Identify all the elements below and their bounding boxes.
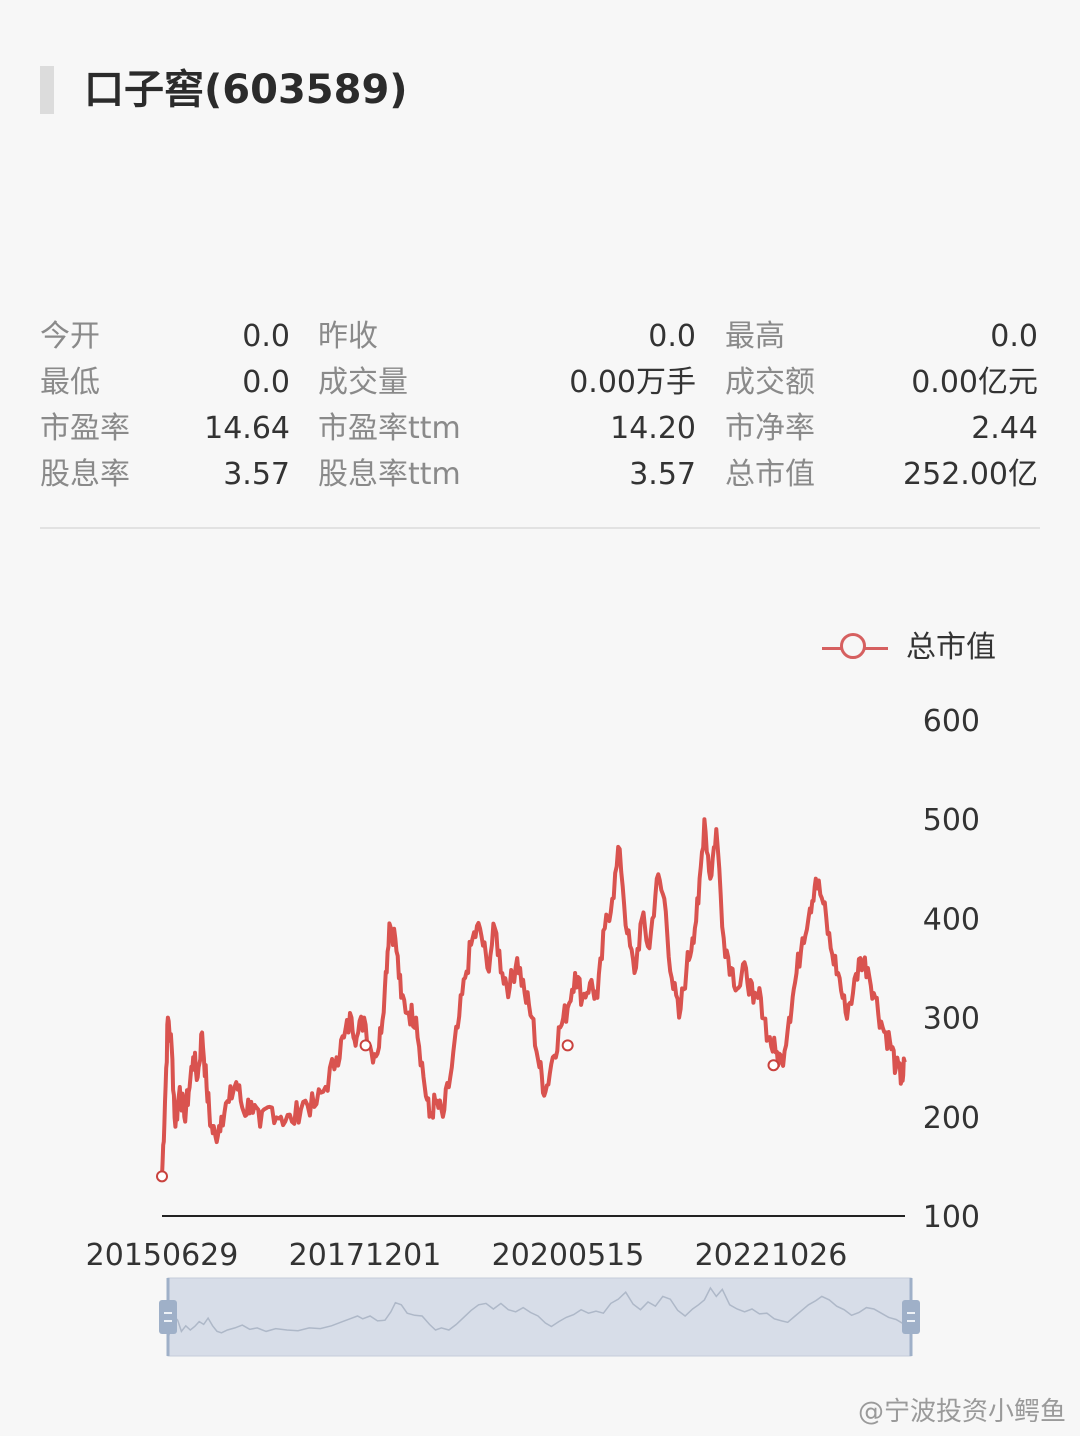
quote-label: 市盈率ttm <box>318 411 461 446</box>
quote-value: 252.00亿 <box>903 457 1038 492</box>
quote-label: 股息率 <box>40 457 130 492</box>
series-line-market-cap <box>160 817 907 1177</box>
quote-value: 0.0 <box>990 319 1038 354</box>
y-tick-label: 200 <box>923 1101 980 1136</box>
page-title: 口子窖(603589) <box>84 67 408 113</box>
watermark: @宁波投资小鳄鱼 <box>857 1397 1066 1427</box>
zoom-left-handle[interactable] <box>159 1300 177 1334</box>
x-tick-label: 20221026 <box>695 1238 848 1273</box>
quote-label: 最低 <box>40 365 100 400</box>
data-point-marker <box>156 1170 168 1183</box>
quote-label: 成交量 <box>318 365 408 400</box>
y-tick-label: 400 <box>923 902 980 937</box>
zoom-slider-preview-line <box>167 1286 912 1339</box>
x-tick-label: 20200515 <box>492 1238 645 1273</box>
quote-value: 0.0 <box>648 319 696 354</box>
quote-label: 总市值 <box>725 457 815 492</box>
quote-value: 0.00万手 <box>569 365 696 400</box>
quote-value: 3.57 <box>223 457 290 492</box>
legend-marker-icon <box>840 633 866 659</box>
zoom-right-handle[interactable] <box>902 1300 920 1334</box>
divider <box>40 527 1040 529</box>
quote-label: 成交额 <box>725 365 815 400</box>
quote-value: 0.0 <box>242 365 290 400</box>
quote-label: 市净率 <box>725 411 815 446</box>
quote-label: 市盈率 <box>40 411 130 446</box>
quote-row: 最低 0.0 成交量 0.00万手 成交额 0.00亿元 <box>40 360 1040 406</box>
data-point-marker <box>561 1039 574 1052</box>
y-tick-label: 500 <box>923 803 980 838</box>
quote-row: 市盈率 14.64 市盈率ttm 14.20 市净率 2.44 <box>40 406 1040 452</box>
quote-value: 0.0 <box>242 319 290 354</box>
y-tick-label: 100 <box>923 1200 980 1235</box>
header: 口子窖(603589) <box>40 64 640 114</box>
y-tick-label: 300 <box>923 1002 980 1037</box>
quote-row: 股息率 3.57 股息率ttm 3.57 总市值 252.00亿 <box>40 452 1040 498</box>
quote-value: 0.00亿元 <box>911 365 1038 400</box>
x-tick-label: 20150629 <box>86 1238 239 1273</box>
title-accent-bar <box>40 66 54 114</box>
data-point-marker <box>359 1039 372 1052</box>
quote-value: 14.64 <box>204 411 290 446</box>
legend-label: 总市值 <box>906 630 996 665</box>
quote-value: 2.44 <box>971 411 1038 446</box>
x-tick-label: 20171201 <box>289 1238 442 1273</box>
quote-label: 最高 <box>725 319 785 354</box>
data-point-marker <box>767 1059 780 1072</box>
quote-row: 今开 0.0 昨收 0.0 最高 0.0 <box>40 314 1040 360</box>
quote-label: 昨收 <box>318 319 378 354</box>
quote-label: 股息率ttm <box>318 457 461 492</box>
quote-value: 14.20 <box>610 411 696 446</box>
quote-table: 今开 0.0 昨收 0.0 最高 0.0 最低 0.0 成交量 0.00万手 成交额 0.00亿元市盈… <box>40 314 1040 498</box>
quote-label: 今开 <box>40 319 100 354</box>
y-tick-label: 600 <box>923 704 980 739</box>
chart-legend[interactable]: 总市值 <box>822 626 1042 670</box>
quote-value: 3.57 <box>629 457 696 492</box>
